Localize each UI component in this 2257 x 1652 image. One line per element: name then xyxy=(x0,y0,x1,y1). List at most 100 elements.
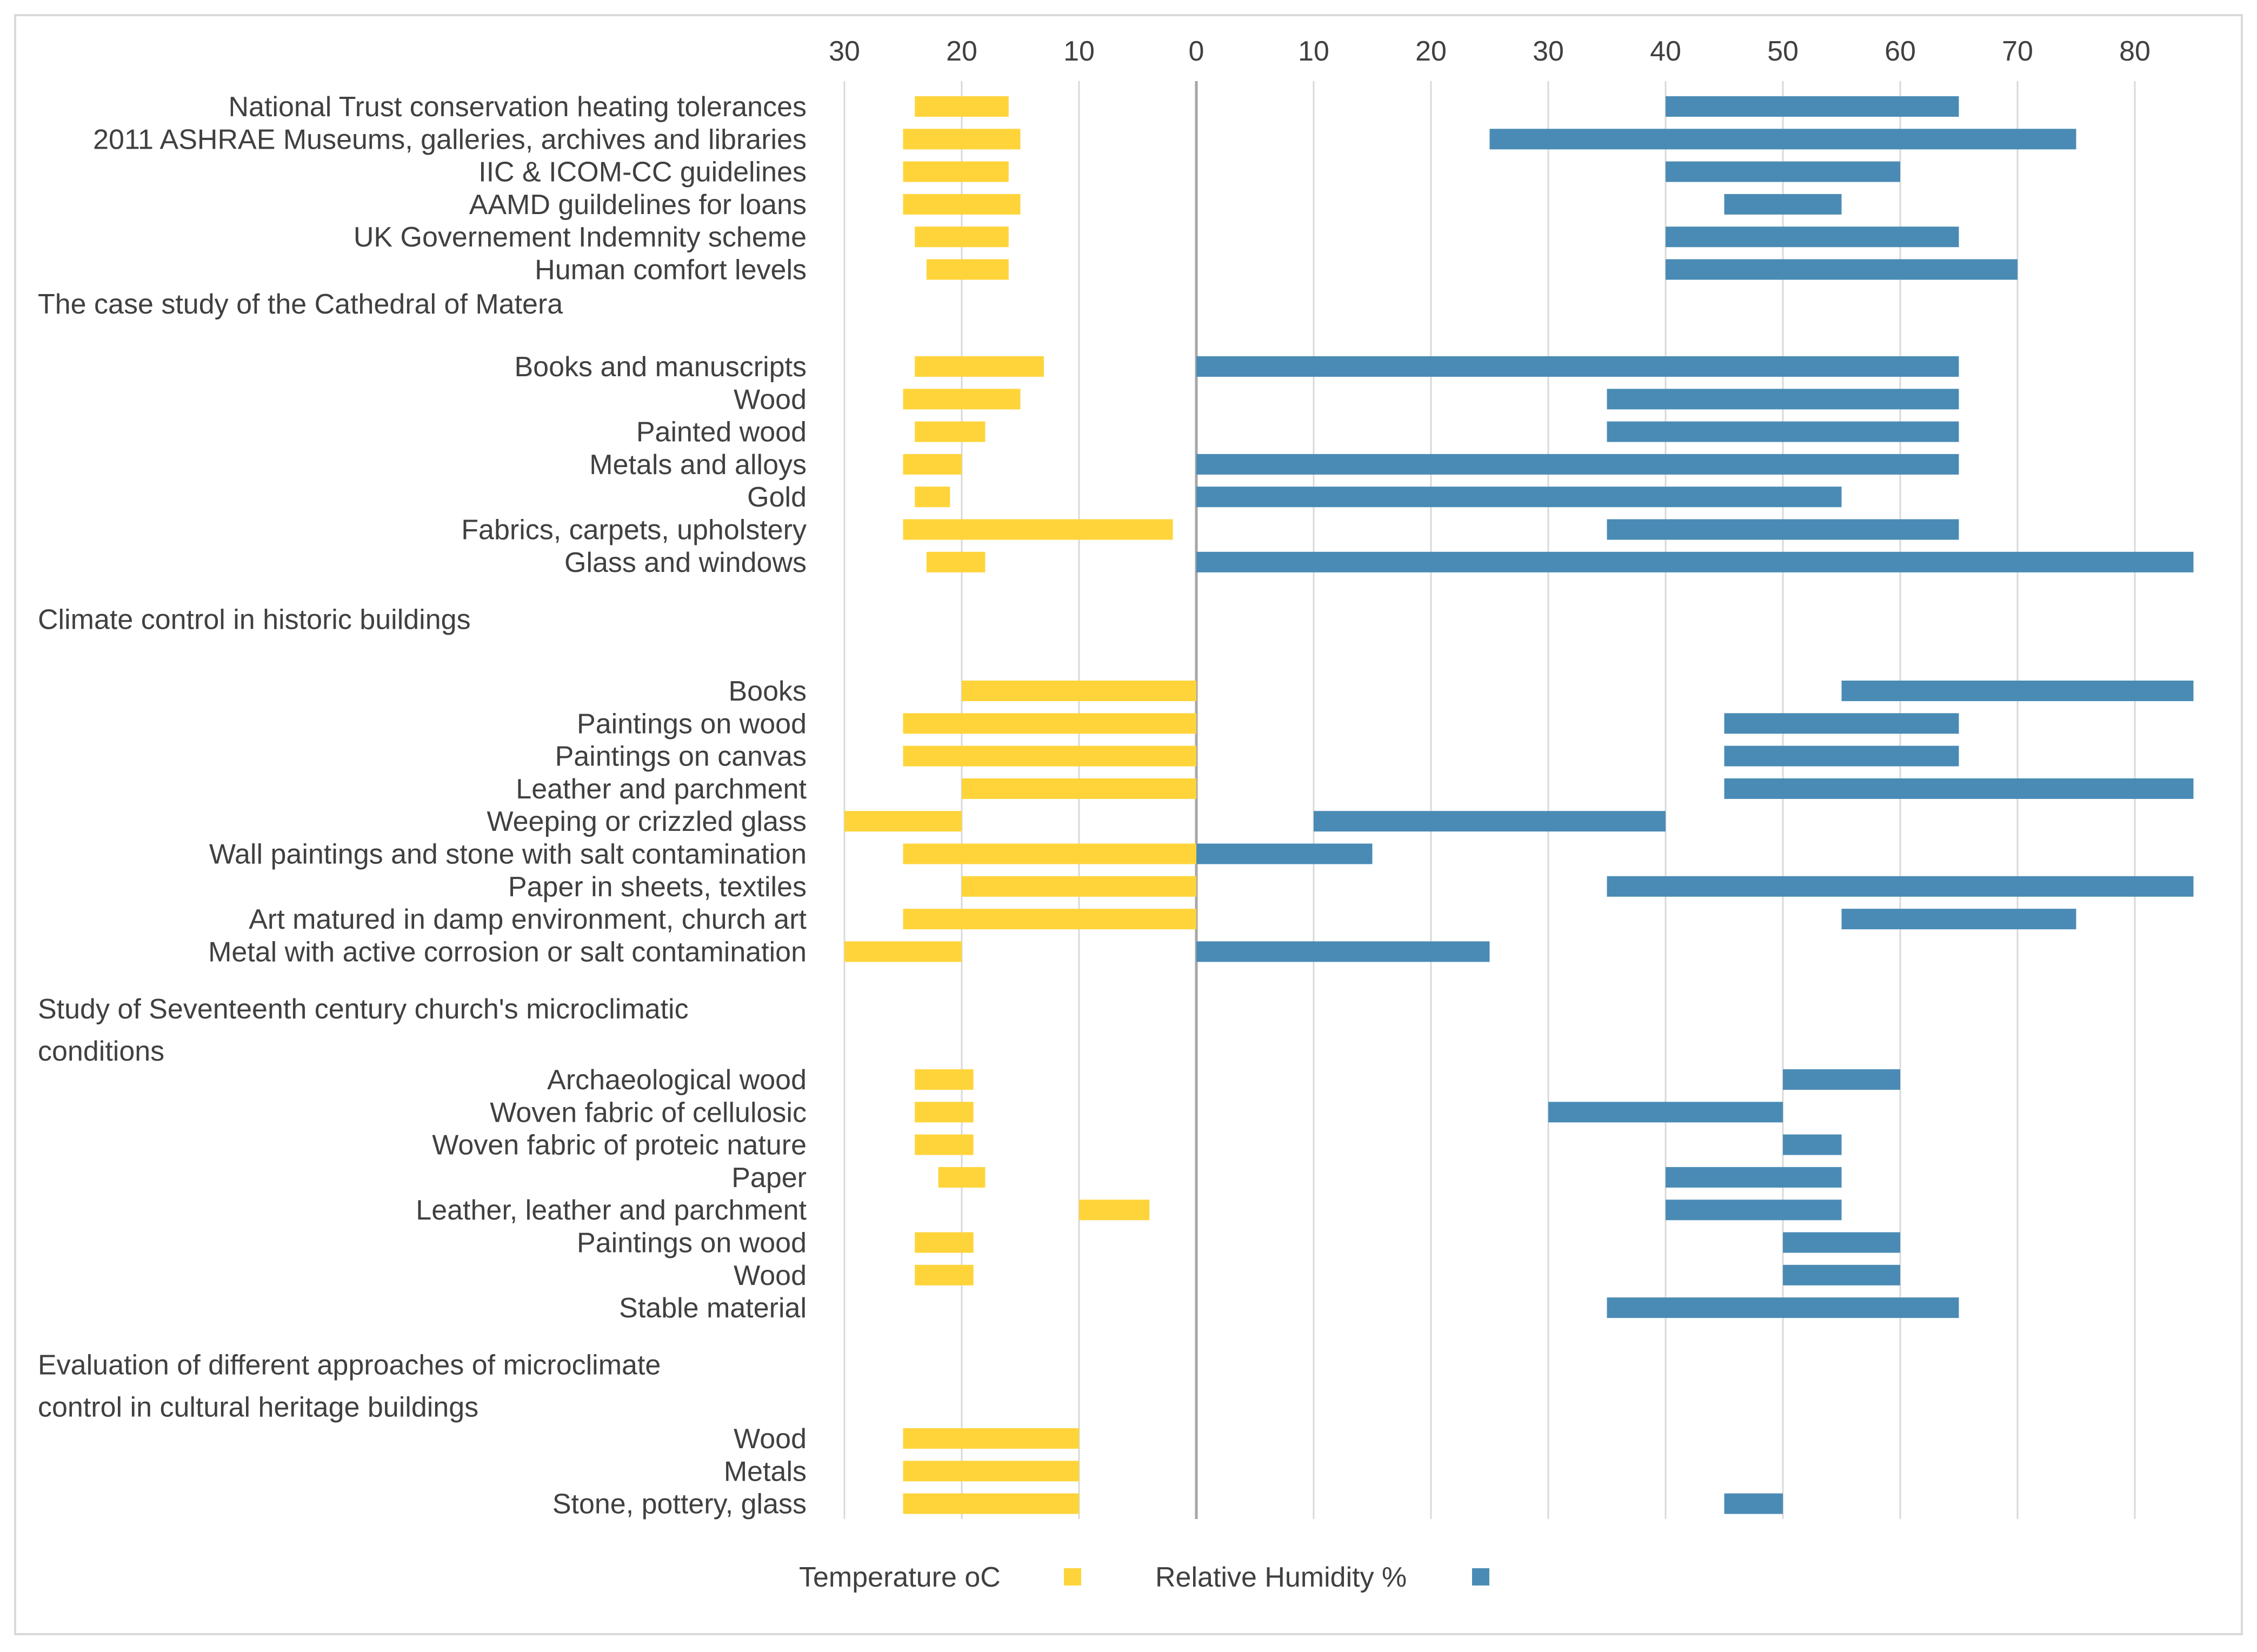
category-label: Wood xyxy=(734,384,807,415)
category-label: Stable material xyxy=(619,1293,807,1324)
category-label: Painted wood xyxy=(636,417,807,448)
temperature-bar xyxy=(903,389,1021,410)
temperature-bar xyxy=(915,1102,974,1123)
category-label: National Trust conservation heating tole… xyxy=(228,91,807,123)
x-tick-label: 80 xyxy=(2119,36,2151,67)
temperature-bar xyxy=(903,713,1196,734)
humidity-bar xyxy=(1607,1297,1959,1318)
temperature-bar xyxy=(962,876,1196,897)
humidity-bar xyxy=(1724,194,1842,215)
humidity-bar xyxy=(1607,519,1959,540)
category-label: Wood xyxy=(734,1260,807,1291)
category-label: Woven fabric of proteic nature xyxy=(432,1130,807,1161)
humidity-bar xyxy=(1666,227,1959,248)
humidity-bar xyxy=(1783,1069,1900,1090)
x-tick-label: 30 xyxy=(829,36,860,67)
temperature-bar xyxy=(903,745,1196,767)
temperature-bar xyxy=(915,227,1009,248)
bars xyxy=(844,96,2194,1514)
group-title: The case study of the Cathedral of Mater… xyxy=(38,289,563,320)
humidity-bar xyxy=(1607,421,1959,442)
temperature-bar xyxy=(938,1167,986,1188)
humidity-bar xyxy=(1841,909,2076,930)
x-tick-label: 10 xyxy=(1298,36,1329,67)
group-title: Evaluation of different approaches of mi… xyxy=(38,1350,661,1381)
temperature-bar xyxy=(915,1232,974,1253)
category-label: Books xyxy=(728,676,807,707)
temperature-bar xyxy=(962,681,1196,701)
humidity-bar xyxy=(1489,129,2076,150)
temperature-bar xyxy=(915,1069,974,1090)
temperature-bar xyxy=(915,1134,974,1155)
humidity-bar xyxy=(1666,96,1959,117)
humidity-bar xyxy=(1783,1232,1900,1253)
temperature-bar xyxy=(915,356,1044,377)
group-title: Climate control in historic buildings xyxy=(38,604,471,635)
category-label: IIC & ICOM-CC guidelines xyxy=(478,157,807,188)
x-tick-label: 70 xyxy=(2002,36,2033,67)
category-label: Metals and alloys xyxy=(589,449,807,481)
temperature-bar xyxy=(915,96,1009,117)
temperature-bar xyxy=(915,487,950,508)
humidity-bar xyxy=(1724,1493,1783,1514)
humidity-bar xyxy=(1841,681,2194,701)
temperature-bar xyxy=(903,1493,1079,1514)
temperature-bar xyxy=(903,129,1021,150)
category-label: Human comfort levels xyxy=(535,255,807,286)
x-axis-ticks: 30 20 10 0 10 20 30 40 50 60 70 80 xyxy=(829,36,2151,67)
category-label: Paintings on wood xyxy=(577,1228,807,1259)
humidity-bar xyxy=(1196,454,1959,475)
category-label: Woven fabric of cellulosic xyxy=(490,1097,807,1128)
x-tick-label: 10 xyxy=(1063,36,1095,67)
gridlines xyxy=(843,81,2136,1519)
group-title: control in cultural heritage buildings xyxy=(38,1392,478,1423)
humidity-bar xyxy=(1666,161,1900,182)
x-tick-label: 40 xyxy=(1650,36,1681,67)
humidity-bar xyxy=(1196,843,1373,864)
category-label: Metal with active corrosion or salt cont… xyxy=(208,936,807,968)
x-tick-label: 50 xyxy=(1767,36,1799,67)
legend-swatch-humidity xyxy=(1472,1568,1489,1586)
category-label: Wood xyxy=(734,1423,807,1455)
temperature-bar xyxy=(903,1428,1079,1449)
category-label: Metals xyxy=(724,1456,807,1487)
category-label: Art matured in damp environment, church … xyxy=(249,904,807,935)
humidity-bar xyxy=(1666,259,2018,280)
category-label: Paintings on canvas xyxy=(555,741,807,772)
temperature-bar xyxy=(844,811,962,832)
chart-frame xyxy=(14,14,2243,1635)
temperature-bar xyxy=(1079,1200,1150,1221)
category-label: Weeping or crizzled glass xyxy=(487,806,807,837)
temperature-bar xyxy=(903,843,1196,864)
category-label: Wall paintings and stone with salt conta… xyxy=(209,839,807,870)
humidity-bar xyxy=(1783,1134,1842,1155)
humidity-bar xyxy=(1196,356,1959,377)
humidity-bar xyxy=(1314,811,1666,832)
category-label: Fabrics, carpets, upholstery xyxy=(461,515,807,546)
temperature-bar xyxy=(915,1264,974,1285)
category-label: Leather and parchment xyxy=(516,774,807,805)
category-label: Gold xyxy=(747,482,807,513)
category-label: Glass and windows xyxy=(564,547,807,578)
x-tick-label: 20 xyxy=(946,36,977,67)
group-title: conditions xyxy=(38,1036,164,1067)
temperature-bar xyxy=(903,454,962,475)
temperature-bar xyxy=(903,519,1173,540)
category-label: Archaeological wood xyxy=(547,1064,807,1096)
humidity-bar xyxy=(1196,487,1842,508)
legend-swatch-temperature xyxy=(1064,1568,1081,1586)
humidity-bar xyxy=(1548,1102,1783,1123)
humidity-bar xyxy=(1607,389,1959,410)
group-title: Study of Seventeenth century church's mi… xyxy=(38,994,689,1025)
category-label: Paintings on wood xyxy=(577,708,807,740)
category-label: Stone, pottery, glass xyxy=(552,1489,807,1520)
x-tick-label: 60 xyxy=(1885,36,1916,67)
category-label: AAMD guildelines for loans xyxy=(469,189,807,221)
legend-label-humidity: Relative Humidity % xyxy=(1155,1562,1407,1593)
category-label: UK Governement Indemnity scheme xyxy=(354,222,807,253)
legend-label-temperature: Temperature oC xyxy=(799,1562,1001,1593)
temperature-bar xyxy=(903,194,1021,215)
humidity-bar xyxy=(1196,941,1490,962)
